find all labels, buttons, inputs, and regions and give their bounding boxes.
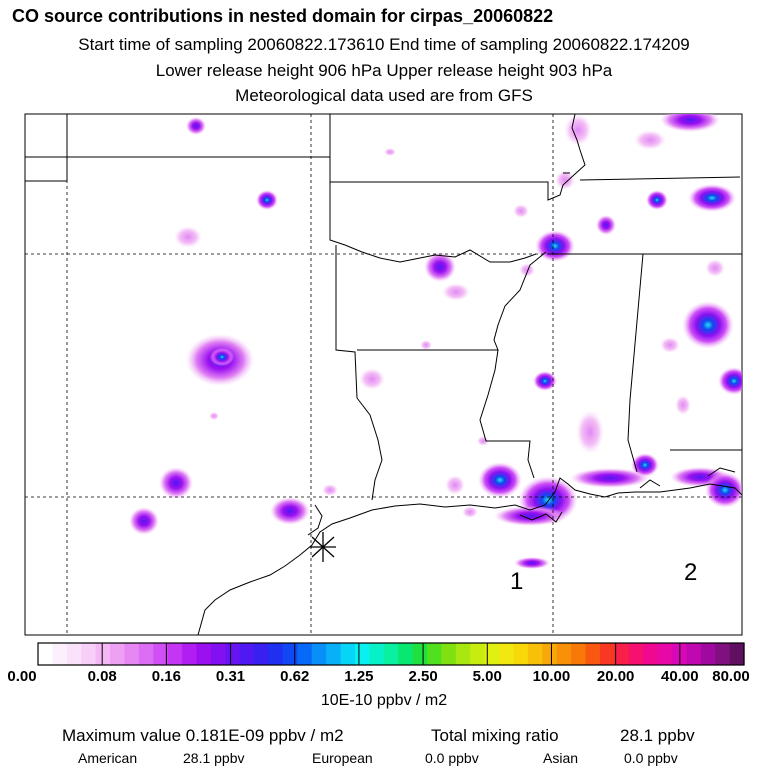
region-marker-2: 2	[684, 559, 697, 586]
legend-swatch	[239, 643, 255, 665]
legend-tick-label: 10.00	[532, 668, 571, 685]
asian-value: 0.0 ppbv	[624, 750, 678, 766]
plume-layer	[129, 114, 742, 569]
legend-swatch	[354, 643, 370, 665]
legend-swatch	[599, 643, 615, 665]
legend-swatch	[340, 643, 356, 665]
legend-swatch	[297, 643, 313, 665]
legend-swatch	[124, 643, 140, 665]
european-value: 0.0 ppbv	[425, 750, 479, 766]
lat-lon-grid	[25, 114, 742, 635]
met-data-line: Meteorological data used are from GFS	[235, 86, 533, 105]
legend-swatch	[282, 643, 298, 665]
release-height-line: Lower release height 906 hPa Upper relea…	[155, 61, 613, 80]
legend-tick-label: 0.31	[215, 668, 246, 685]
legend-swatch	[268, 643, 284, 665]
map-title: CO source contributions in nested domain…	[12, 6, 554, 26]
legend-swatch	[369, 643, 385, 665]
legend-swatch	[210, 643, 226, 665]
legend-frame	[37, 642, 745, 666]
legend-swatch	[571, 643, 587, 665]
legend-swatch	[657, 643, 673, 665]
legend-swatch	[499, 643, 515, 665]
legend-swatch	[556, 643, 572, 665]
legend-swatch	[513, 643, 529, 665]
legend-tick-label: 80.00	[712, 668, 750, 685]
legend-tick-label: 2.50	[408, 668, 438, 685]
legend-swatch	[38, 643, 54, 665]
asian-label: Asian	[543, 750, 579, 766]
legend-swatch	[628, 643, 644, 665]
legend-swatch	[427, 643, 443, 665]
legend-swatch	[167, 643, 183, 665]
legend-swatch	[729, 643, 745, 665]
legend-swatch	[700, 643, 716, 665]
color-legend-bar	[38, 643, 745, 665]
total-mixing-label: Total mixing ratio	[431, 726, 559, 745]
legend-swatch	[527, 643, 543, 665]
european-label: European	[312, 750, 373, 766]
legend-swatch	[138, 643, 154, 665]
legend-swatch	[225, 643, 241, 665]
legend-swatch	[110, 643, 126, 665]
legend-swatch	[542, 643, 558, 665]
legend-swatch	[441, 643, 457, 665]
legend-swatch	[715, 643, 731, 665]
legend-swatch	[81, 643, 97, 665]
legend-swatch	[182, 643, 198, 665]
legend-swatch	[95, 643, 111, 665]
legend-swatch	[153, 643, 169, 665]
american-value: 28.1 ppbv	[183, 750, 245, 766]
coastline	[197, 467, 742, 635]
legend-swatch	[254, 643, 270, 665]
total-mixing-value: 28.1 ppbv	[620, 726, 695, 745]
max-value-label: Maximum value 0.181E-09 ppbv / m2	[62, 726, 344, 745]
american-label: American	[78, 750, 138, 766]
legend-swatch	[383, 643, 399, 665]
legend-swatch	[326, 643, 342, 665]
legend-swatch	[470, 643, 486, 665]
legend-tick-label: 0.62	[280, 668, 310, 685]
legend-swatch	[614, 643, 630, 665]
legend-tick-label: 5.00	[472, 668, 502, 685]
receptor-asterisk-icon	[310, 532, 336, 562]
legend-swatch	[455, 643, 471, 665]
legend-dividers	[101, 643, 681, 665]
legend-swatch	[686, 643, 702, 665]
legend-swatch	[398, 643, 414, 665]
legend-tick-label: 40.00	[661, 668, 699, 685]
legend-tick-label: 0.16	[151, 668, 181, 685]
legend-swatch	[643, 643, 659, 665]
legend-swatch	[196, 643, 212, 665]
legend-swatch	[412, 643, 428, 665]
legend-tick-labels: 0.00 0.08 0.16 0.31 0.62 1.25 2.50 5.00 10.00 20.…	[0, 668, 768, 690]
legend-swatch	[484, 643, 500, 665]
legend-tick-label: 0.08	[87, 668, 117, 685]
legend-swatch	[66, 643, 82, 665]
legend-tick-label: 20.00	[596, 668, 635, 685]
legend-tick-label: 0.00	[7, 668, 37, 685]
region-marker-1: 1	[510, 568, 523, 595]
sampling-time-line: Start time of sampling 20060822.173610 E…	[78, 35, 690, 54]
legend-swatch	[311, 643, 327, 665]
legend-tick-label: 1.25	[344, 668, 374, 685]
legend-swatch	[585, 643, 601, 665]
legend-units: 10E-10 ppbv / m2	[320, 692, 448, 709]
legend-swatch	[52, 643, 68, 665]
